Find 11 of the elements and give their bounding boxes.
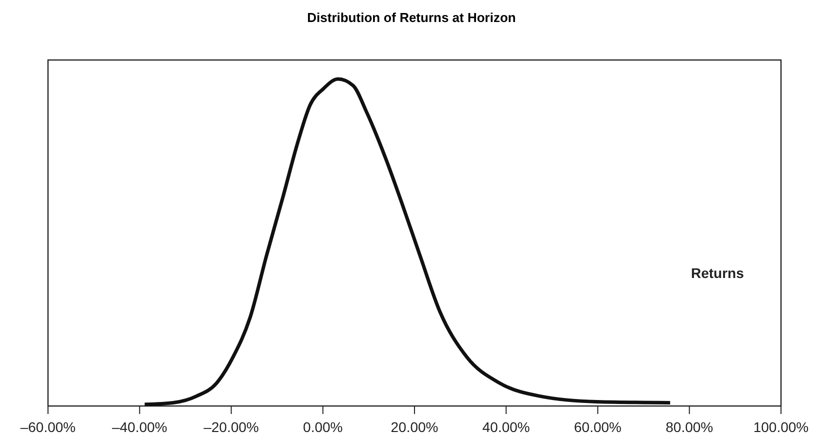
x-tick-label: 60.00% xyxy=(574,419,622,435)
x-tick-label: 40.00% xyxy=(482,419,530,435)
x-tick-label: –40.00% xyxy=(112,419,168,435)
x-tick-label: 20.00% xyxy=(390,419,438,435)
x-tick-label: –20.00% xyxy=(204,419,259,435)
text: Returns xyxy=(691,265,744,281)
x-tick-label: 80.00% xyxy=(666,419,714,435)
x-tick-label: 100.00% xyxy=(753,419,809,435)
chart-title: Distribution of Returns at Horizon xyxy=(307,10,516,25)
x-tick-label: –60.00% xyxy=(20,419,76,435)
x-tick-label: 0.00% xyxy=(303,419,343,435)
